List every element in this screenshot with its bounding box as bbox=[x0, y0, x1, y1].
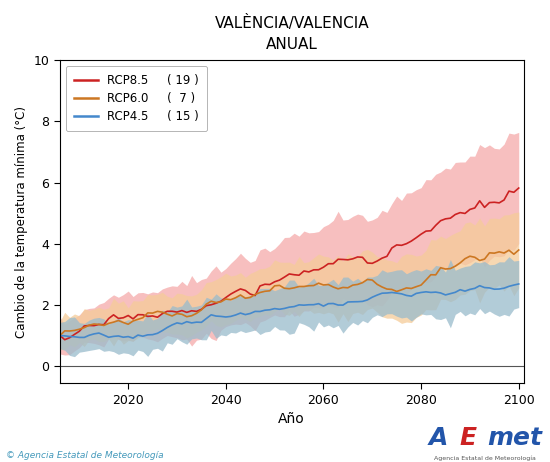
Legend: RCP8.5     ( 19 ), RCP6.0     (  7 ), RCP4.5     ( 15 ): RCP8.5 ( 19 ), RCP6.0 ( 7 ), RCP4.5 ( 15… bbox=[66, 66, 207, 131]
Title: VALÈNCIA/VALENCIA
ANUAL: VALÈNCIA/VALENCIA ANUAL bbox=[214, 15, 369, 52]
X-axis label: Año: Año bbox=[278, 412, 305, 426]
Text: © Agencia Estatal de Meteorología: © Agencia Estatal de Meteorología bbox=[6, 451, 163, 460]
Text: E: E bbox=[459, 426, 476, 450]
Text: met: met bbox=[487, 426, 542, 450]
Text: Agencia Estatal de Meteorología: Agencia Estatal de Meteorología bbox=[434, 455, 536, 461]
Text: A: A bbox=[429, 426, 448, 450]
Y-axis label: Cambio de la temperatura mínima (°C): Cambio de la temperatura mínima (°C) bbox=[15, 106, 28, 338]
